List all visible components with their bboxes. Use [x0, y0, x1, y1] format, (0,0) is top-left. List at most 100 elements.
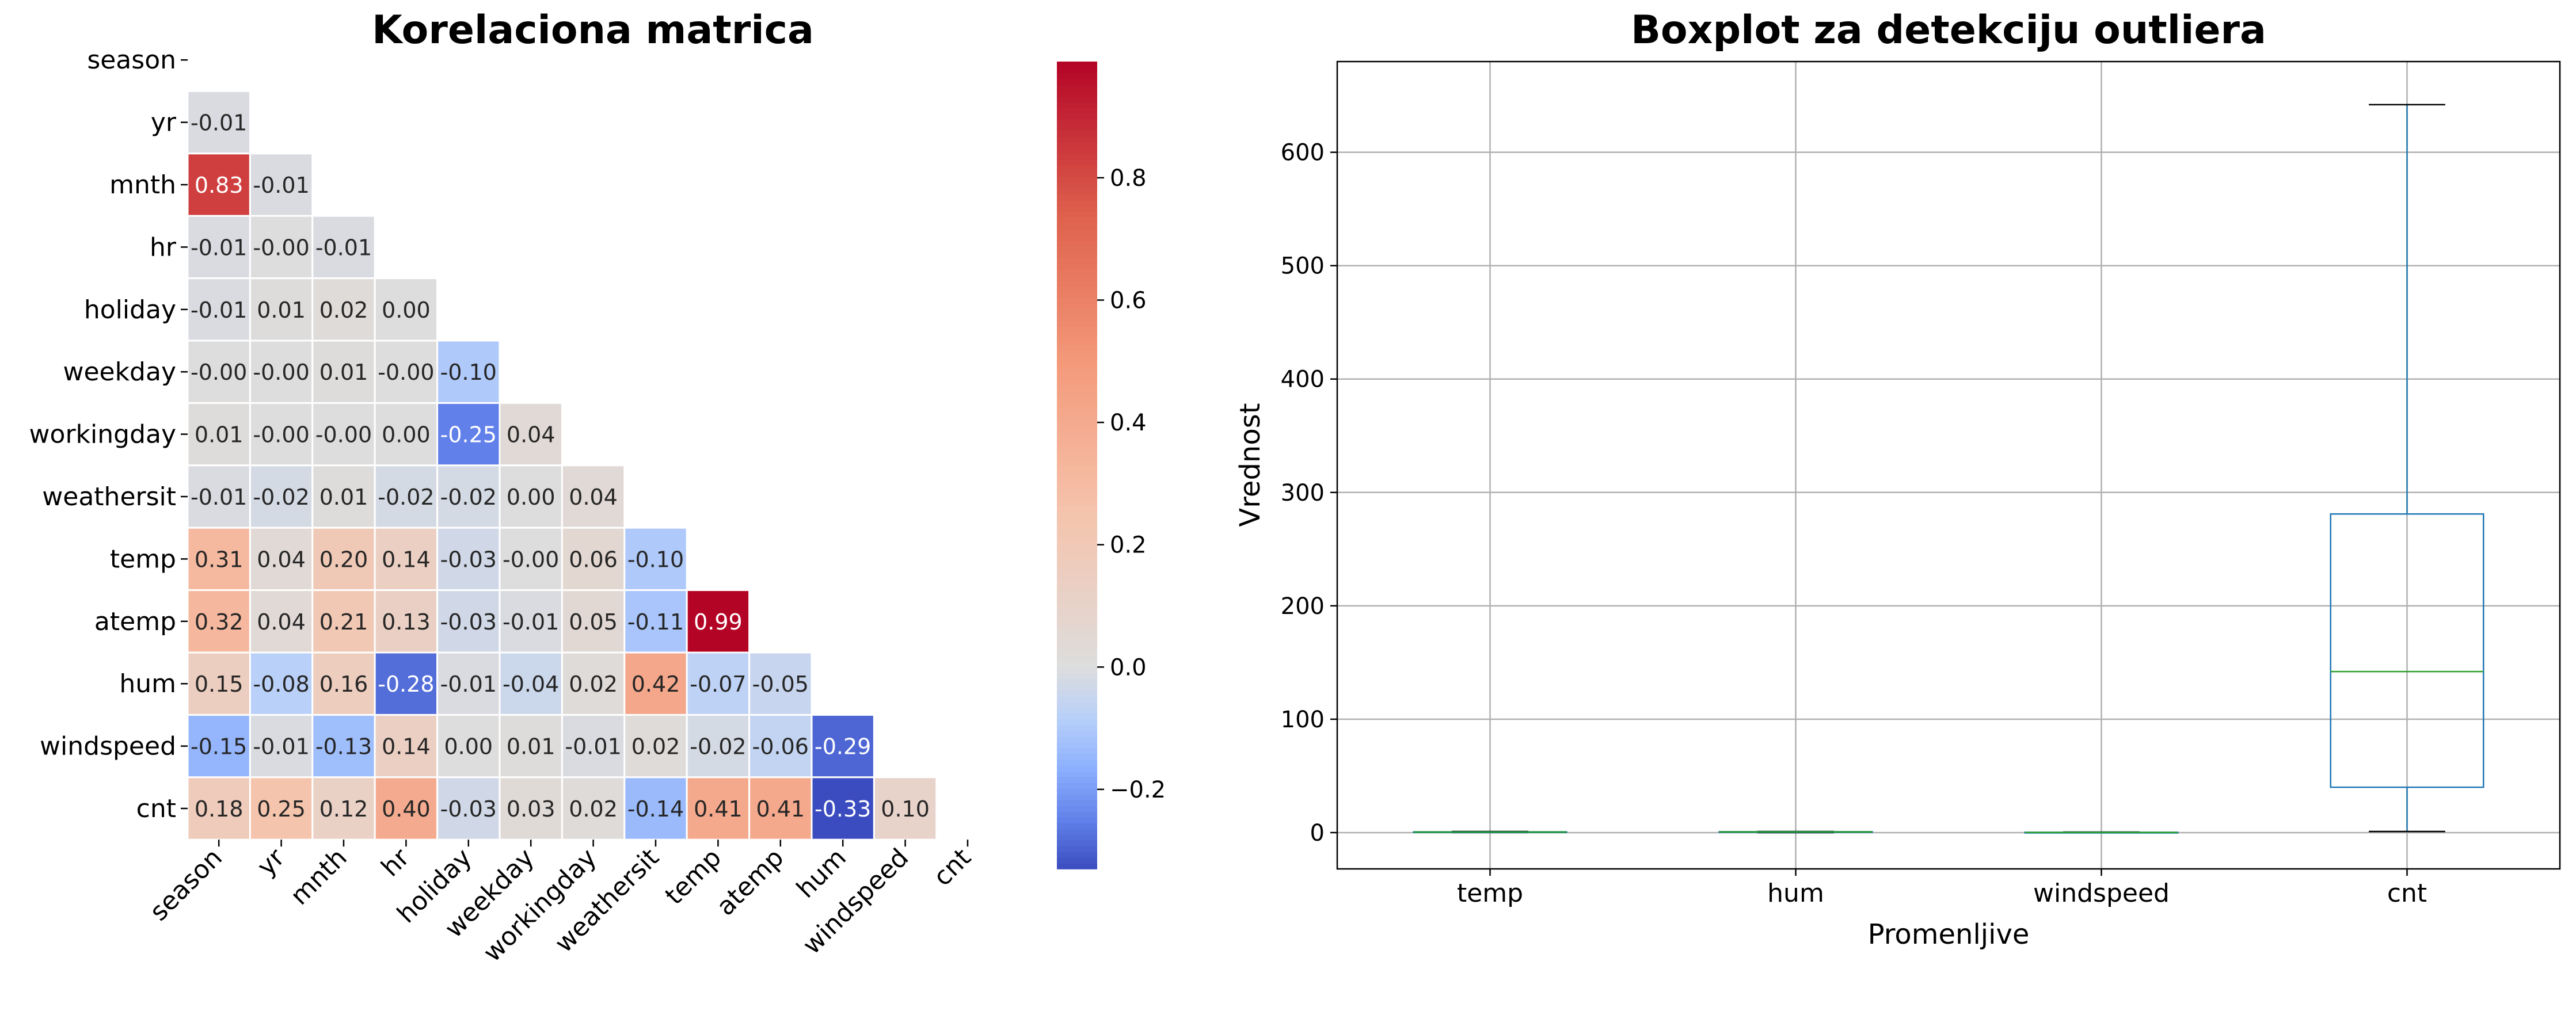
colorbar-segment [1057, 828, 1097, 835]
heatmap-cell-label-windspeed-holiday: 0.00 [444, 734, 493, 760]
colorbar-tick-label: 0.2 [1110, 532, 1147, 559]
boxplot-y-axis-label: Vrednost [1234, 403, 1266, 527]
colorbar-segment [1057, 857, 1097, 864]
heatmap-cell-label-temp-workingday: 0.06 [569, 547, 618, 572]
colorbar-segment [1057, 234, 1097, 241]
box-cnt [2330, 104, 2484, 833]
colorbar-tick-label: 0.6 [1110, 288, 1147, 314]
colorbar-segment [1057, 592, 1097, 598]
colorbar-segment [1057, 90, 1097, 97]
heatmap-cell-temp-holiday [436, 527, 501, 592]
heatmap-cell-label-atemp-temp: 0.99 [694, 609, 743, 635]
boxplot-y-tick-label: 0 [1310, 820, 1325, 846]
colorbar-segment [1057, 211, 1097, 218]
colorbar-segment [1057, 292, 1097, 299]
heatmap-cell-label-windspeed-season: -0.15 [191, 734, 247, 760]
colorbar-segment [1057, 85, 1097, 91]
heatmap-row-label-weekday: weekday [63, 357, 176, 387]
heatmap-cell-label-mnth-season: 0.83 [195, 173, 243, 198]
colorbar-segment [1057, 333, 1097, 339]
heatmap-cell-label-workingday-season: 0.01 [195, 422, 243, 448]
colorbar-segment [1057, 223, 1097, 230]
colorbar-segment [1057, 154, 1097, 161]
heatmap-cell-hum-yr [249, 651, 314, 716]
heatmap-cell-label-temp-yr: 0.04 [257, 547, 306, 572]
heatmap-cell-atemp-holiday [436, 589, 501, 654]
box-hum [1718, 830, 1873, 834]
colorbar-segment [1057, 62, 1097, 68]
heatmap-cell-label-cnt-weekday: 0.03 [507, 796, 555, 822]
heatmap-cell-label-hum-season: 0.15 [195, 672, 243, 697]
heatmap-cell-weekday-hr [374, 339, 439, 404]
heatmap-cell-label-weekday-mnth: 0.01 [319, 360, 368, 385]
heatmap-cell-label-cnt-hum: -0.33 [815, 796, 871, 822]
heatmap-cell-label-weekday-hr: -0.00 [378, 360, 434, 385]
colorbar-segment [1057, 269, 1097, 276]
colorbar-segment [1057, 379, 1097, 385]
colorbar-segment [1057, 569, 1097, 575]
heatmap-cell-workingday-mnth [311, 402, 376, 467]
heatmap-cell-label-cnt-temp: 0.41 [694, 796, 743, 822]
heatmap-row-label-atemp: atemp [94, 607, 176, 636]
colorbar-segment [1057, 540, 1097, 547]
colorbar-segment [1057, 627, 1097, 633]
colorbar-segment [1057, 182, 1097, 189]
colorbar-segment [1057, 482, 1097, 489]
boxplot-y-tick-label: 400 [1281, 367, 1325, 393]
heatmap-cell-label-holiday-mnth: 0.02 [319, 297, 368, 323]
heatmap-cell-label-cnt-yr: 0.25 [257, 796, 306, 822]
heatmap-cell-windspeed-mnth [311, 714, 376, 779]
heatmap-cell-label-weathersit-weekday: 0.00 [507, 485, 555, 510]
heatmap-cell-label-workingday-hr: 0.00 [382, 422, 431, 448]
heatmap-cell-label-windspeed-yr: -0.01 [253, 734, 309, 760]
heatmap-row-label-season: season [87, 45, 176, 75]
heatmap-cell-label-workingday-weekday: 0.04 [507, 422, 555, 448]
heatmap-cell-label-temp-weekday: -0.00 [503, 547, 559, 572]
colorbar-segment [1057, 240, 1097, 247]
colorbar-segment [1057, 517, 1097, 524]
heatmap-cell-label-holiday-hr: 0.00 [382, 297, 431, 323]
colorbar-segment [1057, 200, 1097, 207]
heatmap-cell-label-windspeed-weekday: 0.01 [507, 734, 555, 760]
heatmap-cell-label-hum-weathersit: 0.42 [631, 672, 680, 697]
heatmap-cell-label-hum-atemp: -0.05 [752, 672, 809, 697]
colorbar-segment [1057, 765, 1097, 772]
colorbar-segment [1057, 286, 1097, 293]
heatmap-cell-holiday-yr [249, 277, 314, 342]
boxplot-x-tick-label-hum: hum [1767, 879, 1824, 908]
boxplot-axes-frame [1336, 60, 2561, 870]
colorbar-segment [1057, 321, 1097, 327]
heatmap-cell-label-cnt-weathersit: -0.14 [627, 796, 684, 822]
colorbar-segment [1057, 667, 1097, 674]
heatmap-cell-cnt-weekday [499, 776, 563, 841]
colorbar-segment [1057, 845, 1097, 852]
colorbar-segment [1057, 638, 1097, 644]
colorbar-segment [1057, 419, 1097, 426]
colorbar-segment [1057, 794, 1097, 800]
heatmap-cell-label-hum-hr: -0.28 [378, 672, 434, 697]
heatmap-cell-windspeed-season [187, 714, 251, 779]
heatmap-cell-temp-yr [249, 527, 314, 592]
heatmap-cell-label-atemp-holiday: -0.03 [440, 609, 497, 635]
colorbar-segment [1057, 396, 1097, 403]
heatmap-cell-hum-hr [374, 651, 439, 716]
heatmap-panel: Korelaciona matrica -0.010.83 -0.01-0.01-… [29, 7, 1166, 968]
colorbar-segment [1057, 309, 1097, 316]
heatmap-cell-label-mnth-yr: -0.01 [253, 173, 309, 198]
heatmap-cell-hum-weekday [499, 651, 563, 716]
colorbar-segment [1057, 159, 1097, 166]
colorbar-segment [1057, 863, 1097, 869]
colorbar-segment [1057, 770, 1097, 777]
heatmap-row-label-yr: yr [151, 108, 177, 138]
heatmap-cell-label-weathersit-season: -0.01 [191, 485, 247, 510]
heatmap-row-label-mnth: mnth [109, 170, 176, 200]
colorbar-tick-label: 0.0 [1110, 654, 1147, 681]
heatmap-cell-label-hr-mnth: -0.01 [315, 235, 372, 260]
heatmap-cell-hum-season [187, 651, 251, 716]
colorbar-segment [1057, 165, 1097, 172]
colorbar-segment [1057, 621, 1097, 627]
colorbar-segment [1057, 102, 1097, 108]
colorbar-segment [1057, 465, 1097, 472]
boxplot-y-tick-label: 500 [1281, 253, 1325, 280]
boxplot-y-tick-label: 300 [1281, 480, 1325, 506]
